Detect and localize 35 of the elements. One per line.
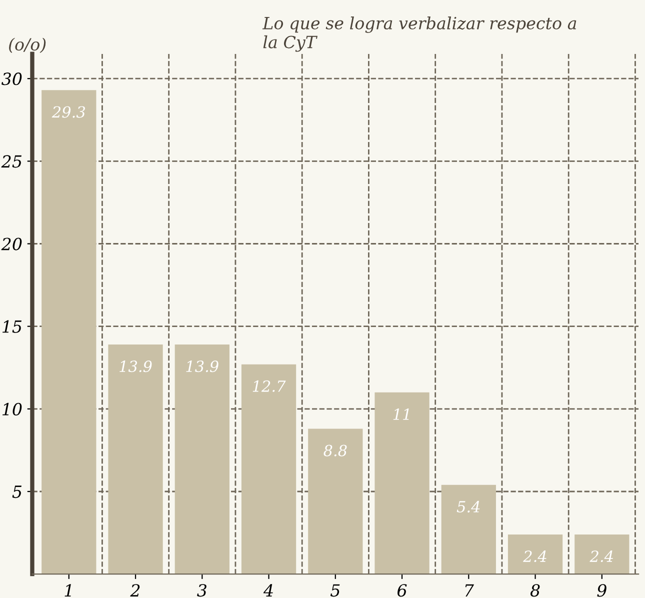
data-label: 13.9 [186,360,218,372]
y-tick-label: 30 [2,72,22,86]
y-axis-title: (o/o) [9,38,46,53]
bar [174,344,230,574]
data-label: 2.4 [523,550,546,562]
data-label: 5.4 [456,500,480,512]
bar [441,484,496,574]
y-tick-label: 5 [12,486,22,498]
chart-title: Lo que se logra verbalizar respecto a la CyT [262,16,576,52]
y-tick-label: 15 [2,320,22,333]
x-tick-label: 8 [530,584,540,597]
bar [374,392,430,574]
x-tick-label: 9 [597,584,606,597]
x-tick-label: 1 [64,584,71,596]
bar [308,428,363,574]
x-tick-label: 4 [263,584,273,596]
bar [574,534,630,574]
bar [108,344,163,574]
x-tick-label: 6 [398,584,407,597]
data-label: 8.8 [324,444,347,456]
y-tick-label: 20 [1,238,22,250]
data-label: 2.4 [590,550,613,562]
bar [241,364,296,574]
x-tick-label: 5 [330,584,340,597]
data-label: 11 [393,408,409,420]
bar [42,90,96,574]
x-tick-label: 3 [197,584,206,597]
data-label: 13.9 [120,360,152,372]
y-tick-label: 25 [1,155,22,168]
data-label: 29.3 [52,106,85,118]
x-tick-label: 2 [130,584,140,596]
y-tick-label: 10 [2,402,22,416]
x-tick-label: 7 [465,584,474,596]
data-label: 12.7 [252,380,286,392]
bar [508,534,563,574]
